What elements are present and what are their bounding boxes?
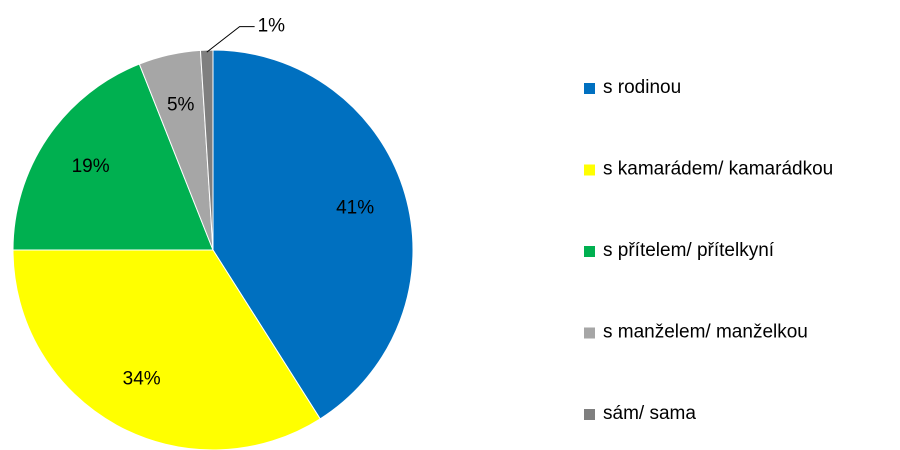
- legend-label: sám/ sama: [603, 403, 696, 424]
- data-label: 34%: [123, 369, 161, 390]
- data-label: 5%: [167, 95, 195, 116]
- legend-swatch: [584, 83, 595, 94]
- pie-slice: [199, 49, 214, 251]
- legend-label: s rodinou: [603, 77, 681, 98]
- legend-label: s manželem/ manželkou: [603, 322, 808, 343]
- legend-swatch: [584, 409, 595, 420]
- data-label: 41%: [336, 198, 374, 219]
- legend-swatch: [584, 327, 595, 339]
- leader-line: [206, 26, 255, 53]
- data-label: 19%: [72, 156, 110, 177]
- legend-label: s kamarádem/ kamarádkou: [603, 159, 833, 180]
- pie-slice: [212, 49, 414, 420]
- legend-swatch: [584, 164, 595, 176]
- pie-slice: [12, 63, 214, 251]
- data-label: 1%: [258, 16, 286, 37]
- legend-label: s přítelem/ přítelkyní: [603, 240, 775, 261]
- legend-swatch: [584, 246, 595, 257]
- pie-slice: [12, 249, 321, 450]
